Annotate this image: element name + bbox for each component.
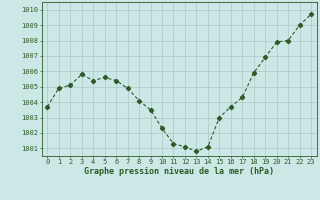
X-axis label: Graphe pression niveau de la mer (hPa): Graphe pression niveau de la mer (hPa) [84, 167, 274, 176]
